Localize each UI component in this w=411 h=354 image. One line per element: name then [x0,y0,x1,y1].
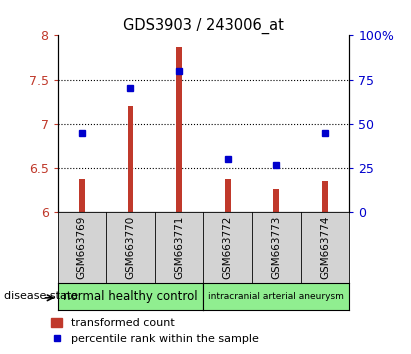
Bar [273,188,279,212]
Bar [225,179,231,212]
Text: GSM663771: GSM663771 [174,216,184,280]
Text: GSM663772: GSM663772 [223,216,233,280]
Legend: transformed count, percentile rank within the sample: transformed count, percentile rank withi… [47,314,263,348]
Text: normal healthy control: normal healthy control [63,290,198,303]
Text: GSM663773: GSM663773 [271,216,282,280]
Bar [322,181,328,212]
Text: GSM663774: GSM663774 [320,216,330,280]
Text: intracranial arterial aneurysm: intracranial arterial aneurysm [208,292,344,301]
Title: GDS3903 / 243006_at: GDS3903 / 243006_at [123,18,284,34]
Bar [79,179,85,212]
Text: disease state: disease state [4,291,78,302]
Bar [127,106,134,212]
Bar [176,47,182,212]
Text: GSM663770: GSM663770 [125,216,136,279]
Text: GSM663769: GSM663769 [77,216,87,280]
